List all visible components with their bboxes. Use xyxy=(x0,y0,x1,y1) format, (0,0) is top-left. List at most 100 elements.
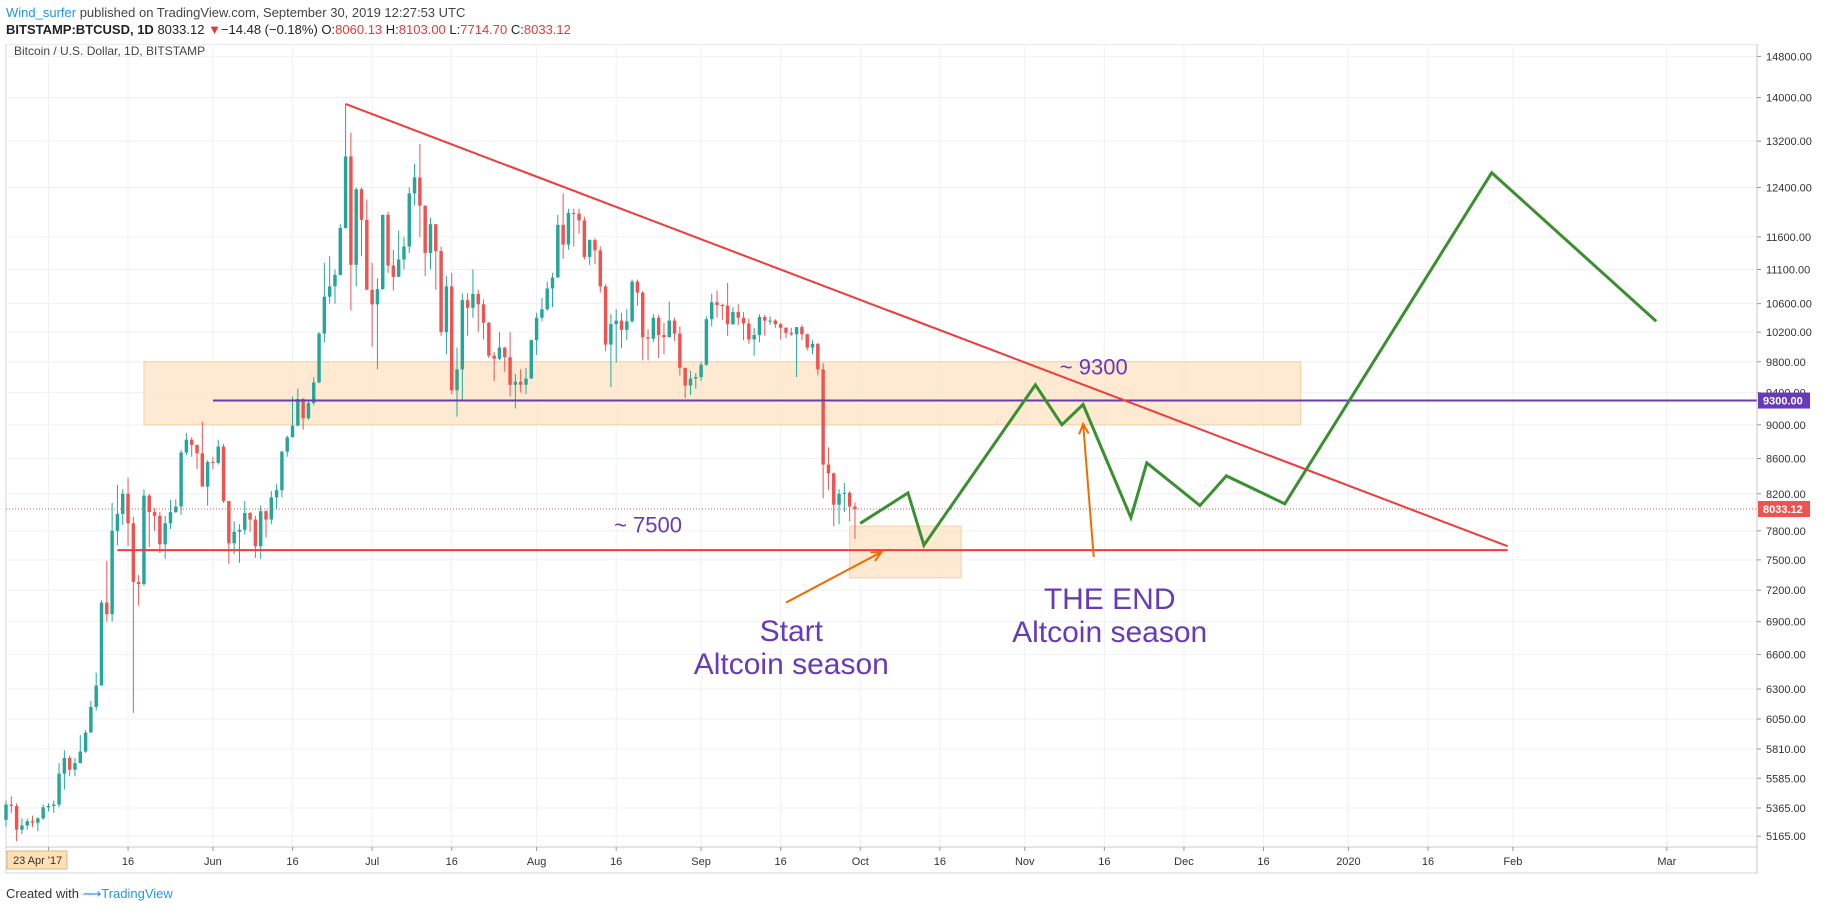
symbol-info-bar: BITSTAMP:BTCUSD, 1D 8033.12 ▼−14.48 (−0.… xyxy=(6,22,571,37)
high-label: H: xyxy=(385,22,399,37)
candle xyxy=(699,364,703,378)
time-axis[interactable]: May16Jun16Jul16Aug16Sep16Oct16Nov16Dec16… xyxy=(6,847,1677,870)
candle xyxy=(67,757,72,770)
candle xyxy=(115,513,120,531)
open-value: 8060.13 xyxy=(335,22,383,37)
candle xyxy=(391,265,396,277)
x-tick-label: Feb xyxy=(1503,856,1522,868)
end-arrow-head xyxy=(1078,421,1090,435)
candle xyxy=(487,322,491,356)
candle xyxy=(656,317,661,336)
candle xyxy=(747,323,751,340)
candle xyxy=(381,214,385,290)
candle xyxy=(784,327,788,333)
level-tag-9300-label: 9300.00 xyxy=(1763,396,1803,408)
candle xyxy=(778,324,783,328)
candle xyxy=(9,804,14,806)
publication-info: Wind_surfer published on TradingView.com… xyxy=(6,5,465,20)
candle xyxy=(725,305,730,325)
start-arrow-head xyxy=(870,550,884,562)
candle xyxy=(349,156,353,265)
candle xyxy=(810,343,815,348)
arrows xyxy=(785,421,1095,604)
candle xyxy=(709,302,714,320)
candle xyxy=(126,493,130,524)
candle xyxy=(582,220,587,257)
candle xyxy=(121,493,125,514)
x-tick-label: 2020 xyxy=(1336,856,1360,868)
candle xyxy=(110,530,114,615)
candle xyxy=(476,293,480,305)
candle xyxy=(598,250,603,287)
candle xyxy=(837,493,841,505)
candle xyxy=(757,317,762,336)
symbol-name[interactable]: BITSTAMP:BTCUSD, 1D xyxy=(6,22,154,37)
published-text: published on TradingView.com, September … xyxy=(76,5,466,20)
candle xyxy=(301,398,305,419)
level-tag-9300 xyxy=(1758,392,1810,409)
candle xyxy=(625,321,629,330)
candle xyxy=(163,523,167,545)
tradingview-link[interactable]: TradingView xyxy=(101,886,173,901)
candle xyxy=(179,452,183,507)
y-tick-label: 7800.00 xyxy=(1766,526,1806,538)
candle xyxy=(678,333,682,368)
candle xyxy=(343,156,348,228)
candle xyxy=(412,177,417,194)
end-label-line-1: THE END xyxy=(1044,583,1176,616)
y-tick-label: 6600.00 xyxy=(1766,650,1806,662)
candle xyxy=(89,706,93,733)
candle xyxy=(455,369,459,391)
candle xyxy=(471,293,475,308)
y-tick-label: 7200.00 xyxy=(1766,585,1806,597)
candle xyxy=(52,804,56,806)
candle xyxy=(136,581,141,584)
candle xyxy=(434,224,438,252)
candle xyxy=(322,296,327,334)
candle xyxy=(30,821,35,823)
price-axis-bg[interactable] xyxy=(1757,44,1828,873)
end-arrow xyxy=(1082,423,1095,558)
last-price-tag-label: 8033.12 xyxy=(1763,504,1803,516)
candle xyxy=(444,286,449,333)
y-tick-label: 14000.00 xyxy=(1766,93,1812,105)
candle xyxy=(195,444,199,454)
candle xyxy=(168,512,173,524)
last-price-tag xyxy=(1758,501,1810,518)
author-link[interactable]: Wind_surfer xyxy=(6,5,77,20)
low-value: 7714.70 xyxy=(460,22,508,37)
candle xyxy=(508,357,512,385)
candle xyxy=(274,490,279,498)
candle xyxy=(853,506,857,510)
candle xyxy=(57,773,61,805)
candle xyxy=(243,513,247,530)
candle xyxy=(269,497,274,520)
candle xyxy=(651,317,656,339)
candle xyxy=(635,281,640,293)
candle xyxy=(577,213,581,221)
candle xyxy=(752,335,756,340)
candle xyxy=(768,320,772,322)
grid xyxy=(6,44,1757,847)
candle xyxy=(258,511,263,547)
zones xyxy=(143,361,1302,579)
candle xyxy=(715,302,719,306)
candle xyxy=(317,333,321,383)
y-tick-label: 5585.00 xyxy=(1766,773,1806,785)
candle xyxy=(513,381,518,385)
candle xyxy=(232,531,236,544)
candle xyxy=(200,453,205,487)
candle xyxy=(449,286,454,391)
y-tick-label: 9800.00 xyxy=(1766,357,1806,369)
candle xyxy=(731,312,735,325)
candle xyxy=(375,289,380,305)
candle xyxy=(205,461,210,487)
candle xyxy=(550,277,555,289)
candle xyxy=(518,381,523,385)
candle xyxy=(264,511,268,520)
tradingview-logo-icon: ⟿ xyxy=(82,886,102,901)
candle xyxy=(460,300,465,370)
start-date-label: 23 Apr '17 xyxy=(13,855,62,867)
